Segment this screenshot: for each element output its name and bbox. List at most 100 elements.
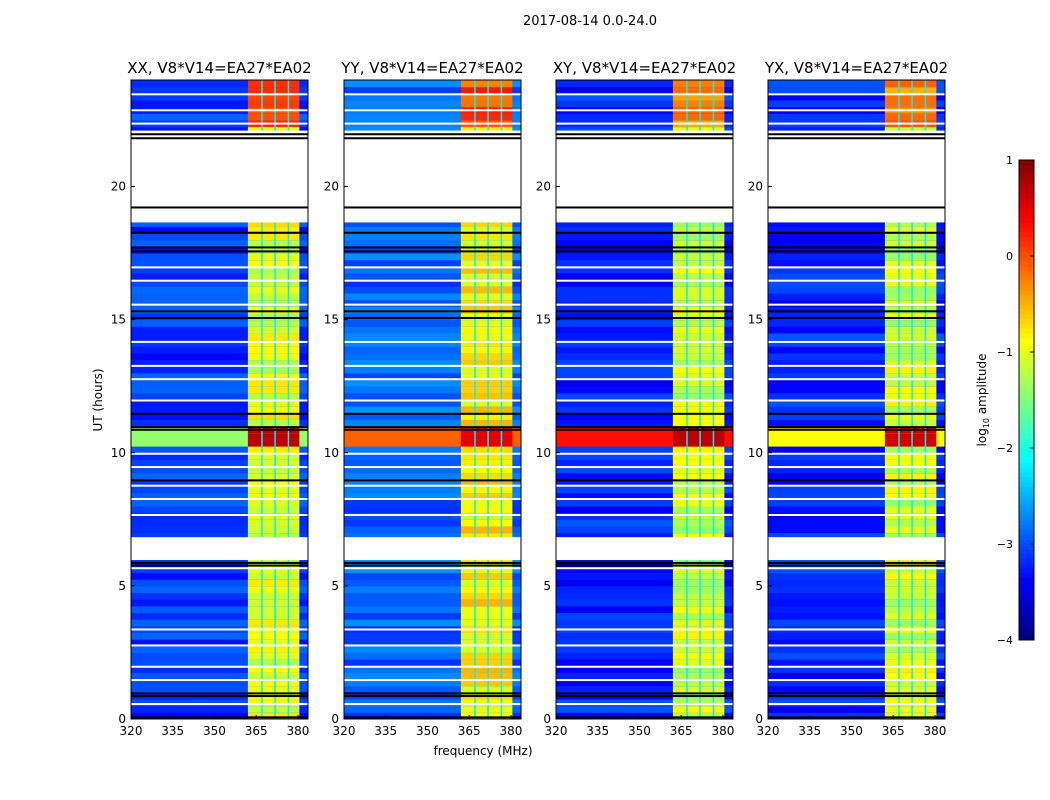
heatmap-band-cell [460, 645, 513, 653]
heatmap-row [131, 412, 308, 420]
heatmap-band-cell [247, 705, 300, 713]
heatmap-row [768, 592, 945, 600]
heatmap-row [344, 659, 521, 667]
heatmap-band-cell [672, 293, 725, 301]
flagged-line [556, 466, 733, 469]
gap-line [556, 716, 733, 719]
heatmap-row [344, 352, 521, 361]
flagged-line [344, 644, 521, 647]
flagged-line [556, 484, 733, 487]
heatmap-row [131, 286, 308, 294]
heatmap-row [344, 579, 521, 587]
y-tick-label: 0 [118, 712, 126, 726]
heatmap-band-cell [460, 565, 513, 574]
heatmap-band-cell [884, 512, 937, 520]
colorbar-segment [1019, 198, 1034, 204]
heatmap-row [768, 332, 945, 341]
heatmap-band-cell [884, 339, 937, 347]
heatmap-row [556, 406, 733, 414]
heatmap-band-cell [460, 605, 513, 613]
heatmap-band-cell [672, 486, 725, 494]
heatmap-row [768, 486, 945, 494]
heatmap-band-cell [672, 452, 725, 460]
heatmap-row [131, 352, 308, 361]
heatmap-band-cell [672, 479, 725, 487]
heatmap-row [768, 466, 945, 474]
heatmap-band-cell [672, 432, 725, 440]
heatmap-band-cell [884, 332, 937, 341]
gap-line [131, 695, 308, 698]
heatmap-row [131, 619, 308, 627]
heatmap-row [556, 685, 733, 693]
heatmap-row [768, 366, 945, 374]
heatmap-row [556, 705, 733, 713]
flagged-line [556, 567, 733, 570]
heatmap-band-cell [247, 565, 300, 574]
heatmap-row [344, 599, 521, 607]
heatmap-row [768, 705, 945, 713]
heatmap-row [131, 219, 308, 227]
heatmap-row [768, 659, 945, 667]
heatmap-band-cell [884, 392, 937, 400]
heatmap-band-cell [247, 572, 300, 580]
colorbar-segment [1019, 438, 1034, 444]
flagged-line [768, 109, 945, 112]
heatmap-band-cell [460, 419, 513, 427]
heatmap-row [556, 712, 733, 720]
gap-line [768, 246, 945, 249]
colorbar-segment [1019, 529, 1034, 535]
gap-line [556, 206, 733, 209]
heatmap-band-cell [672, 366, 725, 374]
flagged-line [344, 279, 521, 282]
heatmap-row [344, 419, 521, 427]
flagged-line [131, 303, 308, 306]
heatmap-band-cell [460, 572, 513, 580]
heatmap-band-cell [672, 219, 725, 227]
x-tick-label: 320 [120, 724, 143, 738]
heatmap-band-cell [884, 386, 937, 394]
heatmap-band-cell [672, 126, 725, 134]
gap-line [131, 561, 308, 564]
heatmap-band-cell [247, 519, 300, 527]
gap-line [556, 479, 733, 482]
heatmap-band-cell [460, 632, 513, 640]
heatmap-row [344, 259, 521, 267]
heatmap-row [131, 406, 308, 414]
colorbar-segment [1019, 467, 1034, 473]
flagged-line [131, 364, 308, 367]
heatmap-band-cell [672, 459, 725, 467]
heatmap-row [768, 253, 945, 261]
colorbar-label: log10 amplitude [975, 354, 991, 447]
heatmap-band-cell [884, 459, 937, 467]
heatmap-row [556, 639, 733, 647]
heatmap-row [768, 685, 945, 693]
heatmap-row [556, 239, 733, 247]
heatmap-band-cell [247, 679, 300, 687]
heatmap-row [768, 585, 945, 594]
heatmap-row [768, 273, 945, 281]
heatmap-band-cell [884, 699, 937, 707]
gap-line [556, 137, 733, 140]
heatmap-row [344, 432, 521, 440]
heatmap-row [131, 679, 308, 687]
heatmap-band-cell [460, 239, 513, 247]
heatmap-band-cell [460, 259, 513, 267]
colorbar-segment [1019, 275, 1034, 281]
heatmap-row [768, 572, 945, 580]
heatmap-band-cell [884, 366, 937, 374]
heatmap-band-cell [884, 306, 937, 314]
x-tick-label: 320 [333, 724, 356, 738]
colorbar-segment [1019, 390, 1034, 396]
heatmap-row [556, 612, 733, 620]
x-tick-label: 350 [840, 724, 863, 738]
colorbar-tick-label: −1 [997, 346, 1013, 359]
heatmap-row [556, 266, 733, 274]
heatmap-band-cell [460, 446, 513, 454]
heatmap-row [344, 332, 521, 341]
heatmap-band-cell [247, 419, 300, 427]
heatmap-row [768, 479, 945, 487]
heatmap-row [768, 339, 945, 347]
heatmap-row [768, 219, 945, 227]
